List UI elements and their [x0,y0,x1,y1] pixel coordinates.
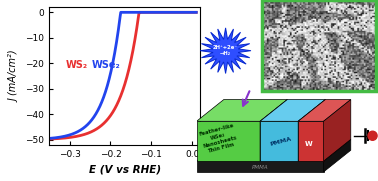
Polygon shape [197,121,260,161]
Polygon shape [298,121,324,161]
Polygon shape [260,121,298,161]
Polygon shape [298,100,325,161]
Polygon shape [197,161,324,172]
Polygon shape [298,100,351,121]
Text: WS₂: WS₂ [65,60,88,70]
Y-axis label: J (mA/cm²): J (mA/cm²) [10,50,20,102]
Text: WSe₂: WSe₂ [92,60,121,70]
Polygon shape [324,100,351,161]
Polygon shape [197,100,287,121]
X-axis label: E (V vs RHE): E (V vs RHE) [89,164,161,174]
Polygon shape [260,100,325,121]
Text: PMMA: PMMA [252,165,268,170]
Text: 2H⁺+2e⁻
→H₂: 2H⁺+2e⁻ →H₂ [213,45,238,56]
Polygon shape [200,28,251,73]
Text: W: W [304,141,312,147]
Text: PMMA: PMMA [270,136,293,146]
Polygon shape [324,139,351,172]
Polygon shape [260,100,287,161]
Text: Feather-like
WSe₂
Nanosheets
Thin Film: Feather-like WSe₂ Nanosheets Thin Film [198,123,239,155]
Polygon shape [197,139,351,161]
Circle shape [368,131,377,140]
